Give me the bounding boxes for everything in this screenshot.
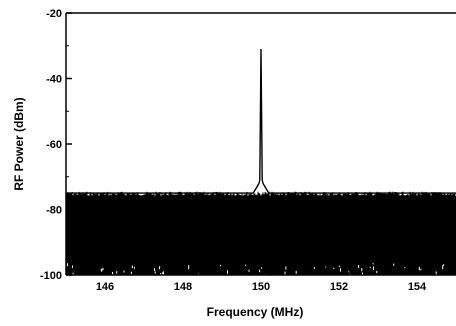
noise-floor-top-edge	[66, 191, 456, 198]
x-tick-label: 150	[252, 281, 270, 293]
y-tick-label: -80	[46, 205, 62, 217]
tick-labels: -100 -80 -60 -40 -20 146 148 150 152 154	[40, 8, 427, 293]
x-axis-title: Frequency (MHz)	[207, 305, 304, 319]
series-line	[66, 48, 456, 194]
noise-floor-speckles	[67, 263, 456, 275]
y-tick-label: -40	[46, 74, 62, 86]
x-tick-label: 148	[174, 281, 192, 293]
noise-floor-fill	[66, 196, 456, 275]
x-tick-label: 152	[330, 281, 348, 293]
series-layer	[66, 48, 456, 194]
noise-floor-band	[66, 191, 456, 275]
ticks	[65, 12, 456, 276]
x-tick-label: 146	[96, 281, 114, 293]
y-tick-label: -60	[46, 139, 62, 151]
y-tick-label: -20	[46, 8, 62, 20]
y-tick-label: -100	[40, 270, 62, 282]
x-tick-label: 154	[408, 281, 427, 293]
y-axis-title: RF Power (dBm)	[12, 97, 26, 190]
